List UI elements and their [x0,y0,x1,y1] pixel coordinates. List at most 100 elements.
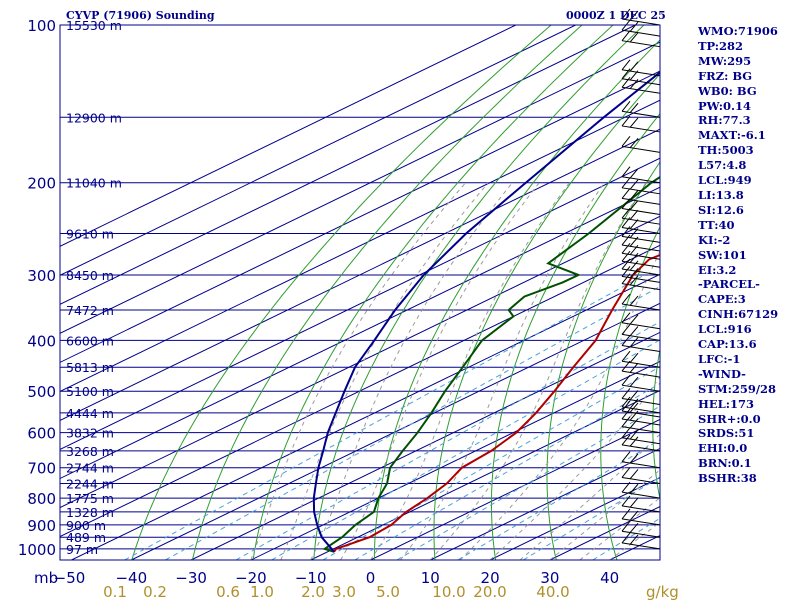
wind-barb-flag [629,236,639,247]
wind-barb-flag [621,68,631,80]
wind-barb-flag [621,408,631,420]
mixing-ratio-line [235,321,660,560]
isotherm [60,70,660,363]
wind-barb-flag [629,362,639,373]
pressure-tick-label: 100 [27,17,56,35]
wind-barb [621,29,661,37]
wind-barb-flag [621,266,631,277]
index-item: FRZ: BG [698,68,753,83]
temperature-tick-label: 40 [600,569,619,587]
isotherm [60,186,660,480]
wind-barb-flag [629,522,639,534]
wind-barb-flag [629,295,639,306]
mixing-ratio-line [396,405,660,560]
index-item: BRN:0.1 [698,456,752,471]
index-item: SI:12.6 [698,202,744,217]
wind-barb-flag [629,102,639,114]
dry-adiabat [191,25,583,560]
dry-adiabat [546,161,660,560]
wind-barb [621,187,661,195]
wind-barb-flag [629,436,639,447]
wind-barb-flag [621,434,631,446]
index-item: SHR+:0.0 [698,411,761,426]
index-item: STM:259/28 [698,381,777,396]
wind-barb [621,226,661,234]
height-label: 489 m [66,530,106,545]
pressure-tick-label: 400 [27,332,56,350]
index-item: HEL:173 [698,396,754,411]
temperature-tick-label: 10 [421,569,440,587]
index-item: CAPE:3 [698,292,746,307]
mixing-ratio-label: 0.1 [103,583,127,600]
wind-barb-flag [629,453,639,464]
wind-barb-flag [621,520,631,532]
wind-barb [621,333,661,341]
pressure-tick-label: 800 [27,490,56,508]
wind-barb-flag [621,360,631,372]
index-item: MAXT:-6.1 [698,128,766,143]
wind-barb [621,542,661,550]
wind-barb-flag [621,508,631,520]
height-label: 9610 m [66,226,114,241]
mixing-ratio-line [271,339,660,560]
wind-barb [621,444,661,452]
index-item: BSHR:38 [698,471,757,486]
isotherm [370,418,660,560]
wind-barb [621,437,661,445]
temperature-tick-label: −20 [235,569,267,587]
wind-barb [621,322,661,330]
dry-adiabat [491,112,660,560]
wind-barb [621,530,661,538]
wind-barb-flag [621,467,631,478]
isotherm [250,360,660,560]
wind-barb [621,384,661,392]
wind-barb-flag [629,78,639,90]
wind-barb [621,491,661,499]
wind-barb-flag [621,217,631,228]
moist-adiabat [340,182,540,560]
dry-adiabat [313,25,645,560]
dry-adiabat [373,39,660,560]
wind-barb [621,360,661,368]
isotherm [60,41,660,334]
mixing-ratio-label: 0.2 [143,583,167,600]
moist-adiabat [280,182,489,560]
wind-barb [621,197,661,205]
temperature-tick-label: 30 [540,569,559,587]
isotherm [60,157,660,451]
wind-barb-flag [621,416,631,427]
wind-barb-flag [621,166,631,178]
height-label: 4444 m [66,406,114,421]
wind-barbs [621,8,661,550]
temperature-tick-label: −40 [115,569,147,587]
index-item: TH:5003 [698,143,754,158]
plot-frame [59,24,661,561]
wind-barb-flag [621,207,631,219]
pressure-tick-label: 500 [27,383,56,401]
height-label: 2744 m [66,461,114,476]
wind-barb-flag [621,100,631,112]
wind-barb [621,303,661,311]
wind-barb-flag [621,312,631,324]
index-item: RH:77.3 [698,113,751,128]
wind-barb-flag [629,260,639,271]
wind-barb-flag [629,376,639,388]
isotherm [131,302,660,560]
wind-barb [621,283,661,291]
wind-barb-flag [621,293,631,305]
wind-barb [621,176,661,184]
isotherm [60,128,660,421]
temperature-tick-label: 20 [481,569,500,587]
wind-barb-flag [621,250,631,262]
mixing-ratio-line [165,285,660,560]
wind-barb-flag [629,200,639,211]
wind-barb-flag [629,275,639,286]
wind-barb-flag [621,427,631,439]
height-label: 5100 m [66,384,114,399]
mixing-ratio-label: 0.6 [216,583,240,600]
mixing-ratio-unit: g/kg [646,583,679,600]
index-item: CAP:13.6 [698,337,757,352]
height-label: 1775 m [66,491,114,506]
sounding-title: CYVP (71906) Sounding [66,9,215,22]
height-label: 6600 m [66,333,114,348]
